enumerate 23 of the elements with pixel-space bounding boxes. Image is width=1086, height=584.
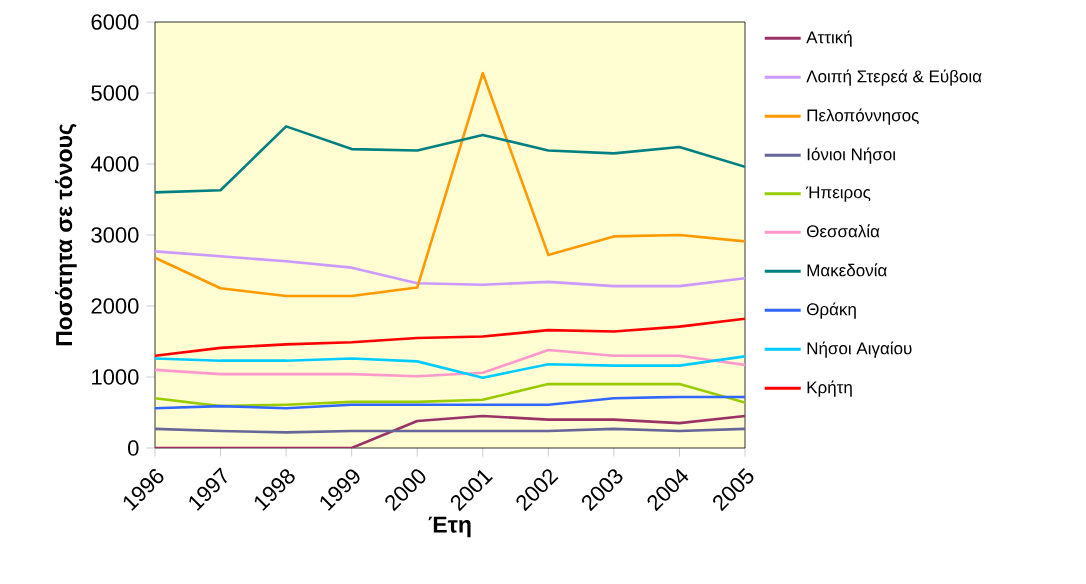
y-tick-label: 4000 [90, 156, 139, 172]
y-tick-label: 2000 [91, 298, 139, 314]
line-series [155, 317, 745, 357]
y-axis-title: Ποσότητα σε τόνους [55, 124, 77, 346]
y-tick-label: 3000 [91, 227, 139, 243]
legend-label: Θεσσαλία [807, 224, 880, 238]
y-tick-label: 1000 [92, 369, 139, 385]
legend-label: Ήπειρος [806, 186, 871, 202]
line-series [155, 71, 745, 298]
legend-label: Κρήτη [807, 380, 852, 397]
line-series [155, 125, 745, 194]
legend-label: Πελοπόννησος [807, 108, 919, 125]
y-tick-label: 0 [128, 440, 139, 456]
legend-label: Μακεδονία [807, 263, 887, 277]
y-tick-label: 6000 [91, 14, 139, 30]
y-tick-label: 5000 [91, 85, 139, 101]
legend-label: Ιόνιοι Νήσοι [807, 147, 896, 164]
line-series [155, 355, 745, 380]
legend-label: Λοιπή Στερεά & Εύβοια [806, 69, 982, 86]
x-axis-title: Έτη [428, 516, 471, 538]
legend-label: Νήσοι Αιγαίου [807, 341, 912, 358]
legend-label: Θράκη [807, 302, 856, 319]
legend-label: Αττική [806, 30, 852, 47]
